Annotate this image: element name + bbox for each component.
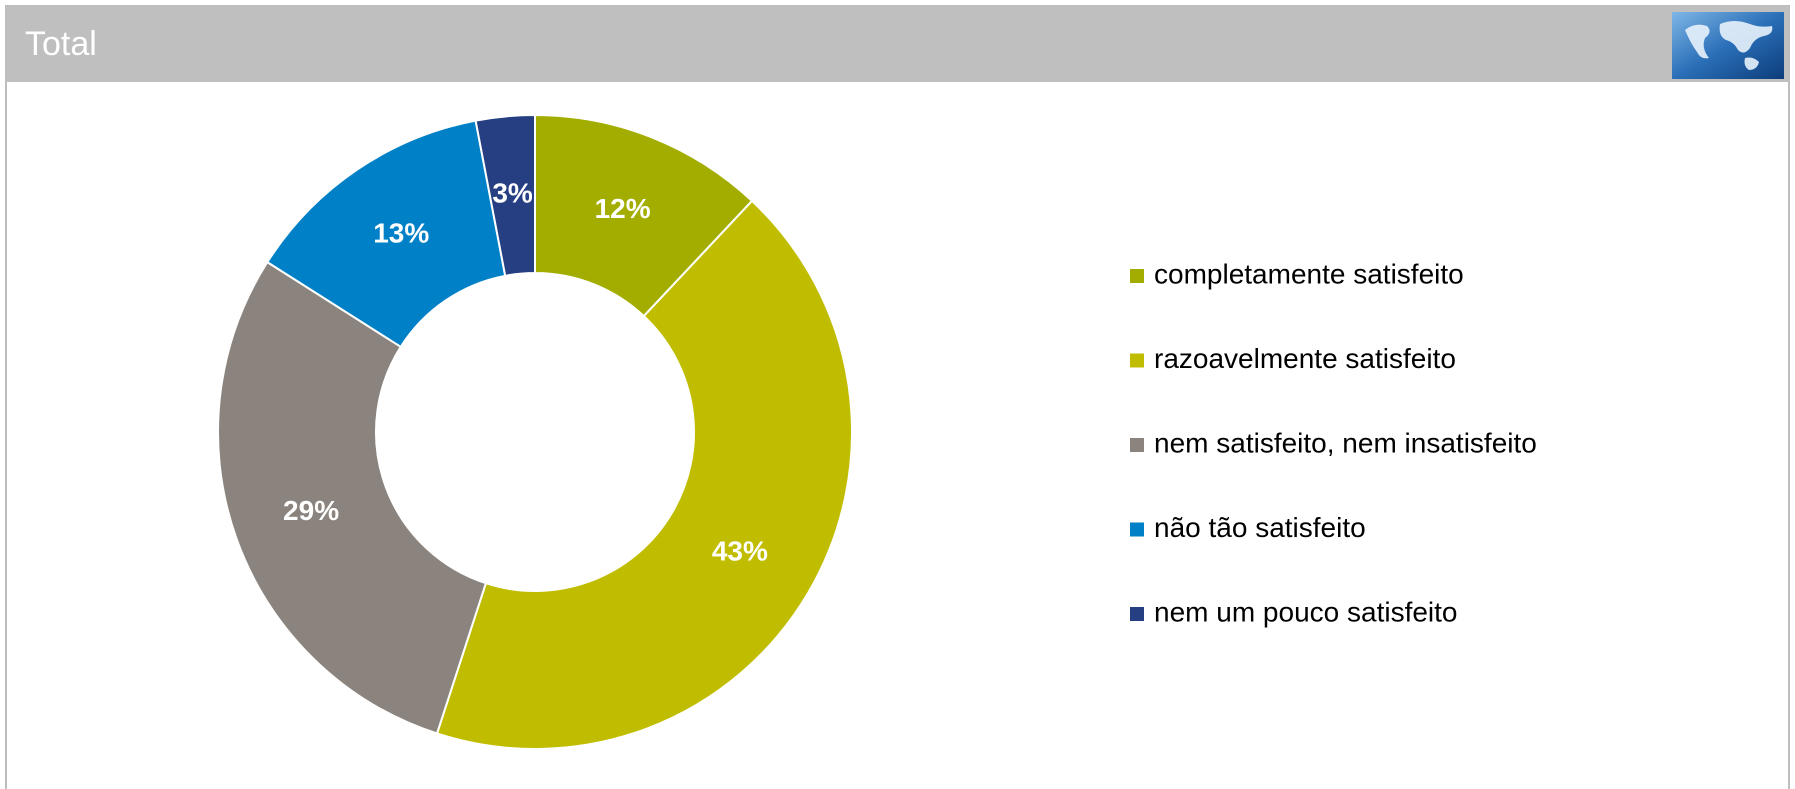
data-label: 29%	[283, 495, 339, 526]
globe-icon	[1672, 12, 1784, 79]
header-bar	[6, 6, 1789, 82]
legend-swatch	[1130, 269, 1144, 283]
legend-swatch	[1130, 438, 1144, 452]
legend-swatch	[1130, 353, 1144, 368]
legend-label: nem um pouco satisfeito	[1154, 596, 1458, 627]
legend-label: razoavelmente satisfeito	[1154, 343, 1456, 374]
slice	[474, 113, 536, 277]
legend-label: nem satisfeito, nem insatisfeito	[1154, 427, 1537, 458]
legend-swatch	[1130, 607, 1144, 621]
legend: completamente satisfeito razoavelmente sa…	[1130, 258, 1537, 627]
legend-swatch	[1130, 522, 1144, 537]
data-label: 43%	[712, 536, 768, 567]
slice	[265, 119, 507, 349]
chart-title: Total	[25, 25, 97, 63]
legend-label: completamente satisfeito	[1154, 258, 1464, 289]
donut: 12% 43% 29% 13% 3%	[217, 113, 853, 750]
data-label: 12%	[595, 193, 651, 224]
slice	[534, 113, 754, 318]
legend-label: não tão satisfeito	[1154, 512, 1366, 543]
slice	[435, 199, 853, 750]
data-label: 3%	[492, 177, 533, 208]
data-label: 13%	[373, 218, 429, 249]
slice	[217, 260, 488, 735]
